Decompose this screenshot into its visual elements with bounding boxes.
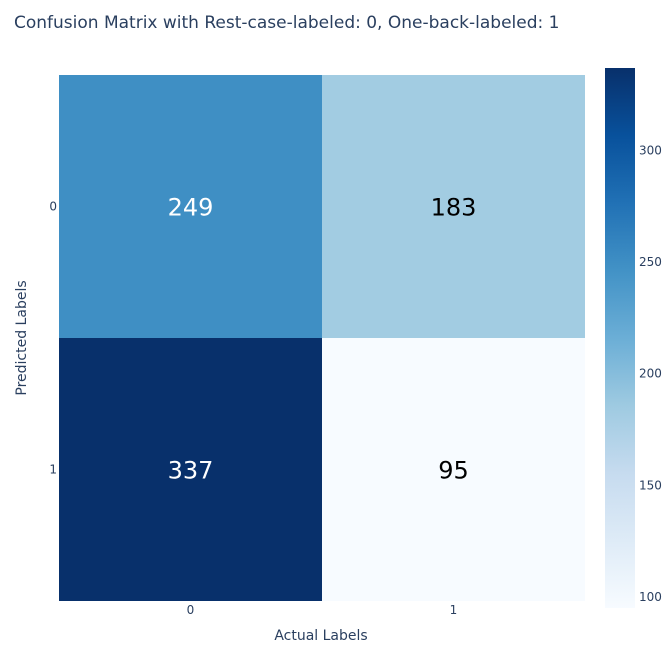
heatmap-cell-r1-c1 (322, 338, 585, 601)
cell-value-label: 183 (431, 194, 477, 222)
cell-value-label: 95 (438, 457, 469, 485)
cell-value-label: 337 (168, 457, 214, 485)
y-axis-title: Predicted Labels (14, 280, 30, 395)
colorbar: 100 150 200 250 300 (605, 68, 662, 608)
y-tick-label: 0 (49, 200, 57, 214)
colorbar-tick-label: 100 (639, 590, 662, 604)
heatmap-cell-r0-c1 (322, 75, 585, 338)
colorbar-gradient (605, 68, 635, 608)
x-tick-label: 0 (187, 603, 195, 617)
colorbar-tick-label: 250 (639, 255, 662, 269)
colorbar-tick-label: 200 (639, 367, 662, 381)
heatmap-cells: 249 183 337 95 (59, 75, 585, 601)
heatmap-cell-r0-c0 (59, 75, 322, 338)
x-tick-label: 1 (450, 603, 458, 617)
heatmap-cell-r1-c0 (59, 338, 322, 601)
chart-title: Confusion Matrix with Rest-case-labeled:… (14, 13, 559, 33)
cell-value-label: 249 (168, 194, 214, 222)
colorbar-tick-label: 300 (639, 144, 662, 158)
colorbar-tick-label: 150 (639, 478, 662, 492)
y-tick-label: 1 (49, 463, 57, 477)
y-axis-ticks: 01 (49, 200, 57, 477)
colorbar-ticks: 100 150 200 250 300 (639, 144, 662, 604)
x-axis-title: Actual Labels (274, 628, 367, 644)
